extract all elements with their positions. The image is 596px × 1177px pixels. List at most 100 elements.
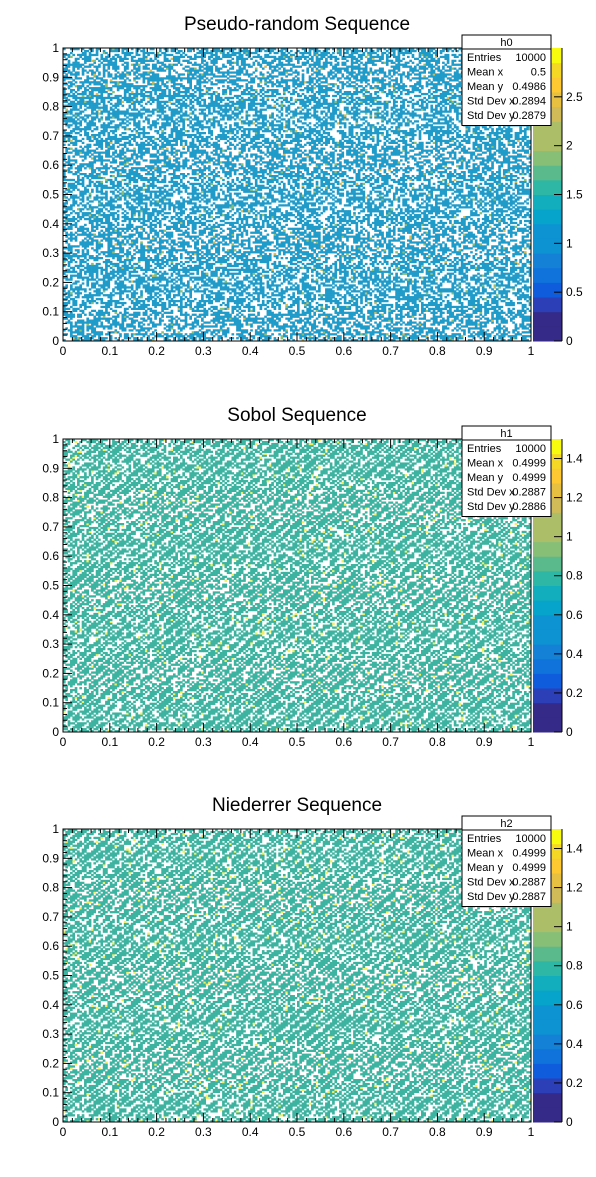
- color-bar-segment: [533, 990, 562, 1005]
- y-tick-label: 0.6: [42, 158, 59, 172]
- color-bar-segment: [533, 1005, 562, 1020]
- z-tick-label: 0.4: [566, 647, 583, 661]
- x-tick-label: 0.3: [195, 1125, 212, 1139]
- color-bar-segment: [533, 297, 562, 312]
- y-tick-label: 0.4: [42, 608, 59, 622]
- stats-label: Std Dev y: [467, 501, 515, 513]
- color-bar-segment: [533, 976, 562, 991]
- color-bar-segment: [533, 571, 562, 586]
- x-tick-label: 0.5: [289, 344, 306, 358]
- stats-label: Std Dev x: [467, 877, 515, 889]
- stats-value: 0.4999: [512, 862, 546, 874]
- heatmap-cells: [63, 439, 531, 732]
- y-tick-label: 0.4: [42, 217, 59, 231]
- y-tick-label: 0.1: [42, 1086, 59, 1100]
- color-bar-segment: [533, 238, 562, 253]
- z-tick-label: 1: [566, 530, 573, 544]
- x-tick-label: 0.4: [242, 344, 259, 358]
- z-tick-label: 0.6: [566, 998, 583, 1012]
- x-tick-label: 0.8: [429, 735, 446, 749]
- color-bar-segment: [533, 151, 562, 166]
- x-tick-label: 0: [60, 344, 67, 358]
- color-bar-segment: [533, 527, 562, 542]
- x-tick-label: 0.8: [429, 1125, 446, 1139]
- x-tick-label: 0.9: [476, 735, 493, 749]
- color-bar-segment: [533, 1078, 562, 1093]
- stats-value: 10000: [515, 443, 546, 455]
- stats-label: Entries: [467, 52, 502, 64]
- heatmap-cells: [63, 48, 531, 341]
- x-tick-label: 0.1: [101, 1125, 118, 1139]
- stats-value: 0.2886: [512, 501, 546, 513]
- y-tick-label: 0.2: [42, 1056, 59, 1070]
- x-tick-label: 0.9: [476, 344, 493, 358]
- stats-label: Std Dev x: [467, 96, 515, 108]
- color-bar-segment: [533, 268, 562, 283]
- z-tick-label: 1.5: [566, 188, 583, 202]
- y-tick-label: 0.1: [42, 305, 59, 319]
- y-tick-label: 0.4: [42, 998, 59, 1012]
- y-tick-label: 0.6: [42, 939, 59, 953]
- x-tick-label: 0.8: [429, 344, 446, 358]
- color-bar-segment: [533, 556, 562, 571]
- z-tick-label: 2.5: [566, 90, 583, 104]
- y-tick-label: 0.9: [42, 461, 59, 475]
- chart-title: Sobol Sequence: [227, 405, 366, 426]
- y-tick-label: 0.5: [42, 188, 59, 202]
- x-tick-label: 0.4: [242, 735, 259, 749]
- color-bar-segment: [533, 917, 562, 932]
- x-tick-label: 0.1: [101, 735, 118, 749]
- y-tick-label: 1: [52, 41, 59, 55]
- z-tick-label: 2: [566, 139, 573, 153]
- color-bar-segment: [533, 136, 562, 151]
- z-tick-label: 0: [566, 334, 573, 348]
- x-tick-label: 0.6: [335, 1125, 352, 1139]
- color-bar-segment: [533, 253, 562, 268]
- y-tick-label: 0.3: [42, 246, 59, 260]
- x-tick-label: 0: [60, 735, 67, 749]
- stats-label: Std Dev y: [467, 110, 515, 122]
- y-tick-label: 0.2: [42, 275, 59, 289]
- color-bar-segment: [533, 224, 562, 239]
- y-tick-label: 0.6: [42, 549, 59, 563]
- z-tick-label: 0.2: [566, 1076, 583, 1090]
- z-tick-label: 1: [566, 236, 573, 250]
- color-bar-segment: [533, 615, 562, 630]
- x-tick-label: 0.9: [476, 1125, 493, 1139]
- z-tick-label: 0.2: [566, 686, 583, 700]
- z-tick-label: 1.2: [566, 491, 583, 505]
- z-tick-label: 0: [566, 725, 573, 739]
- x-tick-label: 0: [60, 1125, 67, 1139]
- color-bar-segment: [533, 165, 562, 180]
- y-tick-label: 0.7: [42, 520, 59, 534]
- color-bar-segment: [533, 961, 562, 976]
- y-tick-label: 0: [52, 334, 59, 348]
- z-tick-label: 0.4: [566, 1037, 583, 1051]
- y-tick-label: 0.3: [42, 637, 59, 651]
- y-tick-label: 0.9: [42, 851, 59, 865]
- color-bar-segment: [533, 1093, 562, 1108]
- stats-value: 0.4999: [512, 458, 546, 470]
- color-bar-segment: [533, 932, 562, 947]
- y-tick-label: 0.9: [42, 70, 59, 84]
- x-tick-label: 0.3: [195, 344, 212, 358]
- y-tick-label: 1: [52, 432, 59, 446]
- stats-value: 0.4986: [512, 81, 546, 93]
- y-tick-label: 0.3: [42, 1027, 59, 1041]
- x-tick-label: 0.4: [242, 1125, 259, 1139]
- stats-value: 10000: [515, 52, 546, 64]
- color-bar-segment: [533, 629, 562, 644]
- heatmap-cells: [63, 829, 531, 1122]
- y-tick-label: 0: [52, 1115, 59, 1129]
- color-bar-segment: [533, 600, 562, 615]
- color-bar-segment: [533, 195, 562, 210]
- stats-label: Std Dev x: [467, 487, 515, 499]
- x-tick-label: 0.2: [148, 735, 165, 749]
- stats-value: 0.4999: [512, 472, 546, 484]
